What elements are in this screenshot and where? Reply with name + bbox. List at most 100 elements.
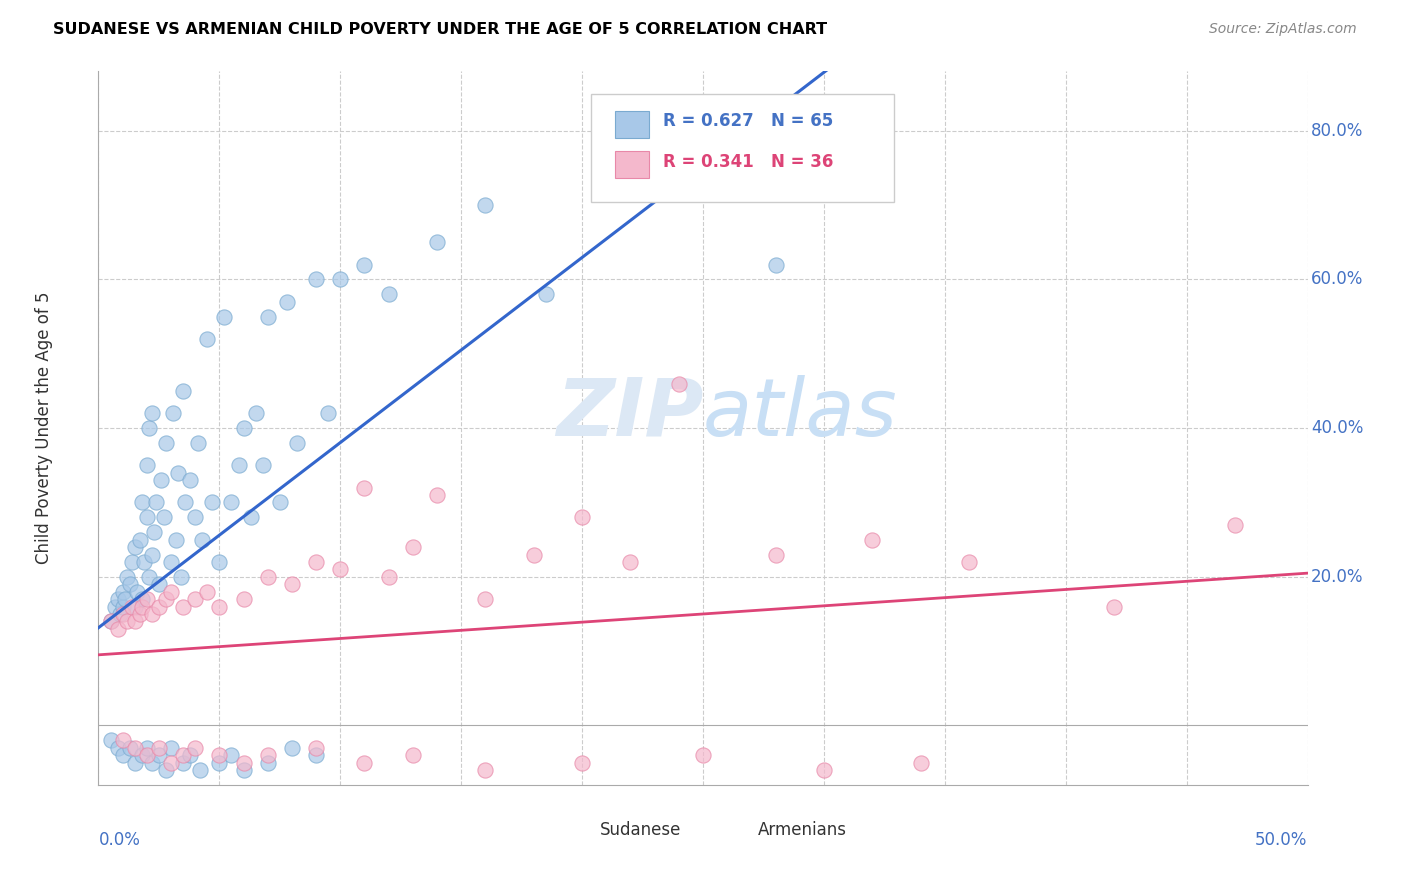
Point (160, 740, 183, 755)
Point (179, 748, 201, 763)
Point (595, 183, 617, 197)
Point (148, 577, 170, 591)
Point (121, 599, 143, 614)
FancyBboxPatch shape (614, 152, 648, 178)
Point (124, 615, 146, 629)
Text: 80.0%: 80.0% (1312, 122, 1364, 140)
Point (138, 421, 160, 435)
Point (305, 555, 328, 569)
Point (353, 481, 375, 495)
FancyBboxPatch shape (721, 817, 751, 842)
Point (208, 756, 231, 770)
Point (172, 599, 194, 614)
Point (245, 406, 267, 420)
Point (148, 740, 170, 755)
Point (131, 748, 153, 763)
Point (184, 592, 207, 607)
Text: 0.0%: 0.0% (98, 831, 141, 849)
Point (191, 533, 214, 547)
Point (148, 748, 170, 763)
Point (305, 272, 328, 286)
Point (150, 473, 173, 487)
Point (118, 740, 141, 755)
Point (195, 584, 218, 599)
Point (281, 740, 304, 755)
Point (692, 748, 714, 763)
Point (232, 592, 254, 607)
Point (135, 458, 157, 473)
Point (172, 756, 194, 770)
Point (523, 548, 546, 562)
Point (165, 533, 187, 547)
Point (910, 756, 932, 770)
Point (668, 376, 690, 391)
Point (285, 436, 308, 450)
Point (145, 495, 167, 509)
Point (135, 510, 157, 524)
Point (114, 592, 136, 607)
Point (128, 607, 150, 621)
Text: Armenians: Armenians (758, 821, 846, 838)
Text: 50.0%: 50.0% (1256, 831, 1308, 849)
Point (162, 406, 184, 420)
Point (256, 748, 278, 763)
Point (141, 607, 163, 621)
Point (571, 756, 593, 770)
Point (160, 756, 183, 770)
Point (111, 599, 134, 614)
Text: Source: ZipAtlas.com: Source: ZipAtlas.com (1209, 22, 1357, 37)
Point (188, 763, 211, 777)
Point (160, 555, 183, 569)
Point (141, 548, 163, 562)
Point (100, 615, 122, 629)
FancyBboxPatch shape (614, 111, 648, 137)
Point (172, 384, 194, 398)
Point (111, 748, 134, 763)
Point (100, 615, 122, 629)
Text: Sudanese: Sudanese (600, 821, 682, 838)
Point (426, 488, 449, 502)
Point (571, 510, 593, 524)
Point (117, 615, 139, 629)
Point (232, 756, 254, 770)
Point (152, 510, 174, 524)
Point (377, 287, 399, 301)
Text: ZIP: ZIP (555, 375, 703, 453)
Point (148, 599, 170, 614)
Point (269, 495, 291, 509)
Point (111, 584, 134, 599)
Point (141, 756, 163, 770)
Text: R = 0.341   N = 36: R = 0.341 N = 36 (664, 153, 834, 171)
Point (134, 555, 156, 569)
Point (117, 570, 139, 584)
Point (534, 287, 557, 301)
Point (143, 525, 166, 540)
Point (256, 756, 278, 770)
Point (765, 258, 787, 272)
Point (141, 406, 163, 420)
Point (305, 748, 328, 763)
Point (155, 592, 177, 607)
Point (124, 540, 146, 554)
Text: atlas: atlas (703, 375, 898, 453)
Point (104, 599, 127, 614)
Point (221, 748, 243, 763)
Point (208, 599, 231, 614)
Point (208, 748, 231, 763)
Point (111, 733, 134, 747)
Point (172, 748, 194, 763)
Point (135, 592, 157, 607)
Point (305, 740, 328, 755)
Point (107, 622, 129, 636)
Point (167, 466, 190, 480)
Point (1223, 517, 1246, 532)
Point (124, 756, 146, 770)
Text: 60.0%: 60.0% (1312, 270, 1364, 288)
Point (619, 555, 641, 569)
Point (108, 607, 131, 621)
Point (179, 473, 201, 487)
Point (131, 495, 153, 509)
Point (174, 495, 197, 509)
Point (124, 740, 146, 755)
Point (155, 436, 177, 450)
